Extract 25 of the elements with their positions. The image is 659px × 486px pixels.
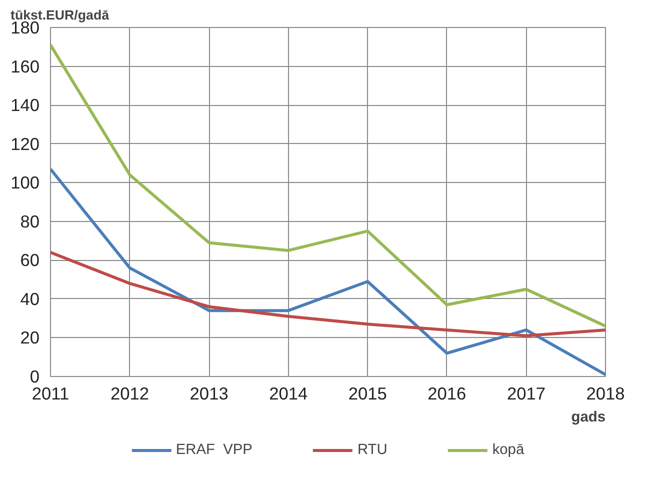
y-tick-label: 120 (10, 134, 40, 154)
line-series (50, 43, 606, 328)
x-tick-label: 2012 (110, 384, 150, 404)
y-tick-label: 100 (10, 172, 40, 193)
y-tick-label: 60 (20, 250, 40, 270)
y-tick-label: 40 (20, 288, 40, 309)
y-tick-label: 20 (20, 328, 40, 348)
line-series (50, 250, 606, 338)
x-axis-title: gads (571, 410, 606, 426)
y-tick-label: 140 (10, 95, 40, 116)
y-tick-label: 0 (30, 366, 40, 386)
legend-label: ERAF VPP (176, 442, 252, 458)
y-tick-label: 80 (20, 211, 40, 232)
x-tick-label: 2018 (586, 384, 625, 404)
x-tick-label: 2013 (190, 384, 228, 404)
legend-label: kopā (492, 442, 524, 458)
x-tick-label: 2014 (269, 384, 308, 404)
line-series (50, 168, 606, 376)
x-tick-label: 2015 (348, 384, 387, 404)
x-tick-label: 2017 (506, 384, 546, 404)
legend-label: RTU (357, 442, 388, 458)
y-tick-label: 160 (10, 56, 40, 76)
y-axis-title: tūkst.EUR/gadā (10, 8, 110, 22)
x-tick-label: 2016 (428, 384, 466, 404)
x-tick-label: 2011 (32, 384, 70, 404)
